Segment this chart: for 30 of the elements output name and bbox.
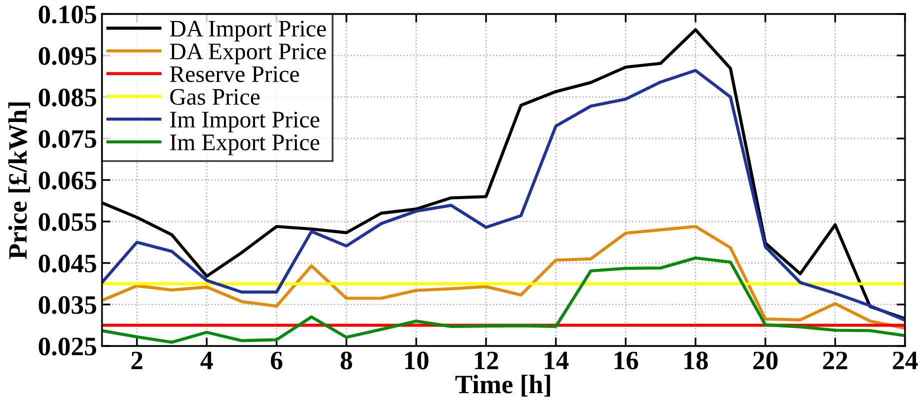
x-tick-label: 4	[200, 352, 213, 370]
x-tick-label: 6	[270, 352, 282, 370]
x-tick-label: 12	[474, 352, 498, 370]
y-tick-label: 0.055	[38, 213, 96, 232]
x-tick-label: 24	[892, 352, 918, 370]
y-tick-label: 0.105	[38, 6, 96, 24]
legend-label: Im Export Price	[170, 134, 320, 156]
legend-label: DA Import Price	[170, 20, 326, 42]
x-tick-label: 18	[684, 352, 708, 370]
legend-label: Gas Price	[170, 89, 260, 105]
x-tick-label: 22	[823, 352, 848, 370]
y-tick-label: 0.045	[38, 254, 96, 273]
y-tick-label: 0.025	[38, 338, 96, 356]
x-axis-title: Time [h]	[455, 374, 550, 397]
legend-label: Im Import Price	[170, 112, 320, 132]
x-tick-label: 2	[131, 352, 142, 370]
legend-label: Reserve Price	[170, 66, 299, 82]
x-tick-label: 10	[405, 352, 428, 370]
y-tick-label: 0.085	[38, 88, 96, 107]
x-tick-label: 8	[340, 352, 352, 370]
y-tick-label: 0.095	[38, 47, 96, 66]
y-axis-title: Price [£/kWh]	[8, 102, 30, 260]
legend-label: DA Export Price	[170, 44, 326, 64]
y-tick-label: 0.035	[38, 296, 96, 314]
x-tick-label: 14	[544, 352, 569, 370]
y-tick-label: 0.075	[38, 130, 96, 148]
x-tick-label: 20	[753, 352, 778, 370]
y-tick-label: 0.065	[38, 172, 96, 190]
x-tick-label: 16	[614, 352, 638, 370]
line-series	[102, 224, 905, 330]
